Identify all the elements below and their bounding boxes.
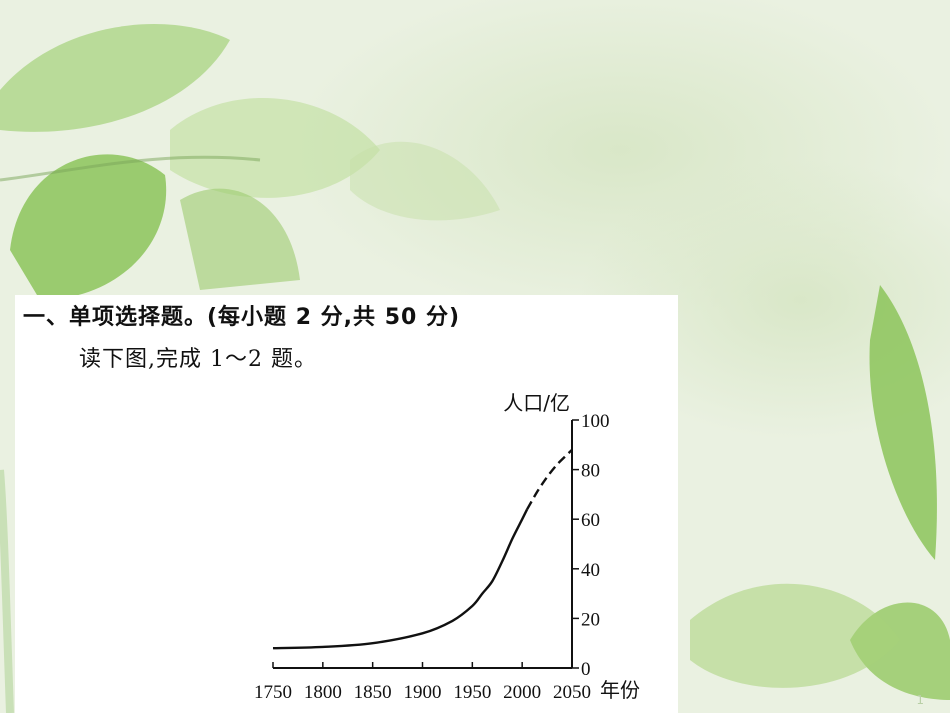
x-axis-label: 年份 bbox=[600, 678, 640, 702]
x-tick-label: 1800 bbox=[304, 682, 342, 703]
question-instruction: 读下图,完成 1～2 题。 bbox=[79, 347, 317, 372]
x-tick-label: 2050 bbox=[553, 682, 591, 703]
x-tick-label: 1750 bbox=[254, 682, 292, 703]
page-number: 1 bbox=[916, 693, 924, 707]
x-tick-label: 2000 bbox=[503, 682, 541, 703]
y-tick-label: 80 bbox=[581, 461, 600, 482]
x-tick-label: 1900 bbox=[404, 682, 442, 703]
y-tick-label: 60 bbox=[581, 510, 600, 531]
y-axis-label: 人口/亿 bbox=[503, 391, 570, 415]
x-tick-label: 1950 bbox=[453, 682, 491, 703]
population-line bbox=[272, 508, 529, 650]
y-tick-label: 0 bbox=[581, 659, 591, 680]
question-title: 一、单项选择题。(每小题 2 分,共 50 分) bbox=[23, 305, 461, 330]
population-projection-line bbox=[526, 448, 573, 510]
x-tick-label: 1850 bbox=[354, 682, 392, 703]
y-tick-label: 20 bbox=[581, 609, 600, 630]
question-panel: 一、单项选择题。(每小题 2 分,共 50 分) 读下图,完成 1～2 题。 bbox=[15, 295, 678, 713]
y-tick-label: 40 bbox=[581, 560, 600, 581]
y-tick-label: 100 bbox=[581, 411, 610, 432]
